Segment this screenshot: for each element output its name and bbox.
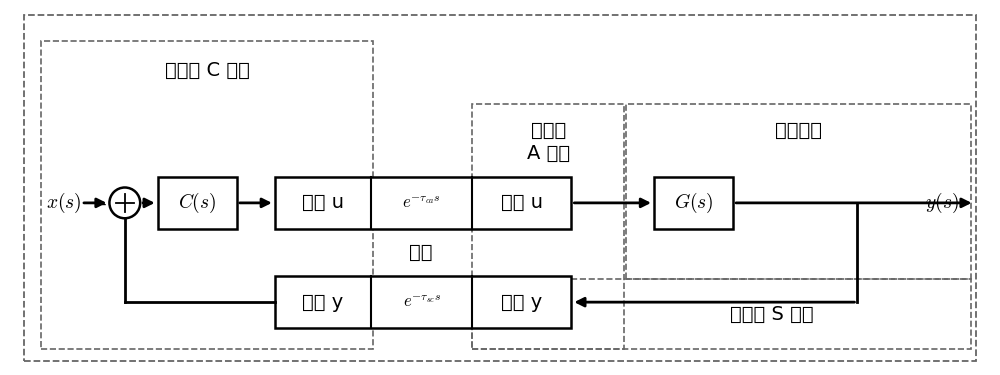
Text: A 节点: A 节点: [527, 144, 570, 163]
Bar: [654, 177, 733, 229]
Bar: [158, 177, 237, 229]
Text: 传感器 S 节点: 传感器 S 节点: [730, 304, 813, 324]
Text: $y(s)$: $y(s)$: [925, 191, 959, 215]
Bar: [41, 41, 373, 349]
Text: $x(s)$: $x(s)$: [46, 191, 81, 215]
Text: -: -: [100, 197, 105, 212]
Text: 控制器 C 节点: 控制器 C 节点: [165, 62, 250, 80]
Bar: [275, 177, 571, 229]
Text: 执行器: 执行器: [531, 121, 566, 140]
Text: 发送 u: 发送 u: [302, 194, 344, 212]
Text: $G(s)$: $G(s)$: [674, 191, 713, 215]
Bar: [472, 279, 971, 349]
Text: $e^{-\tau_{sc}s}$: $e^{-\tau_{sc}s}$: [403, 293, 441, 311]
Text: $e^{-\tau_{ca}s}$: $e^{-\tau_{ca}s}$: [402, 194, 441, 212]
Text: 网络: 网络: [409, 243, 432, 262]
Text: 发送 y: 发送 y: [501, 292, 542, 312]
Text: 被控对象: 被控对象: [775, 121, 822, 140]
Text: 接收 u: 接收 u: [501, 194, 543, 212]
Text: $C(s)$: $C(s)$: [178, 191, 216, 215]
Bar: [275, 276, 571, 328]
Text: 接收 y: 接收 y: [302, 292, 343, 312]
Bar: [472, 104, 624, 349]
Bar: [626, 104, 971, 279]
